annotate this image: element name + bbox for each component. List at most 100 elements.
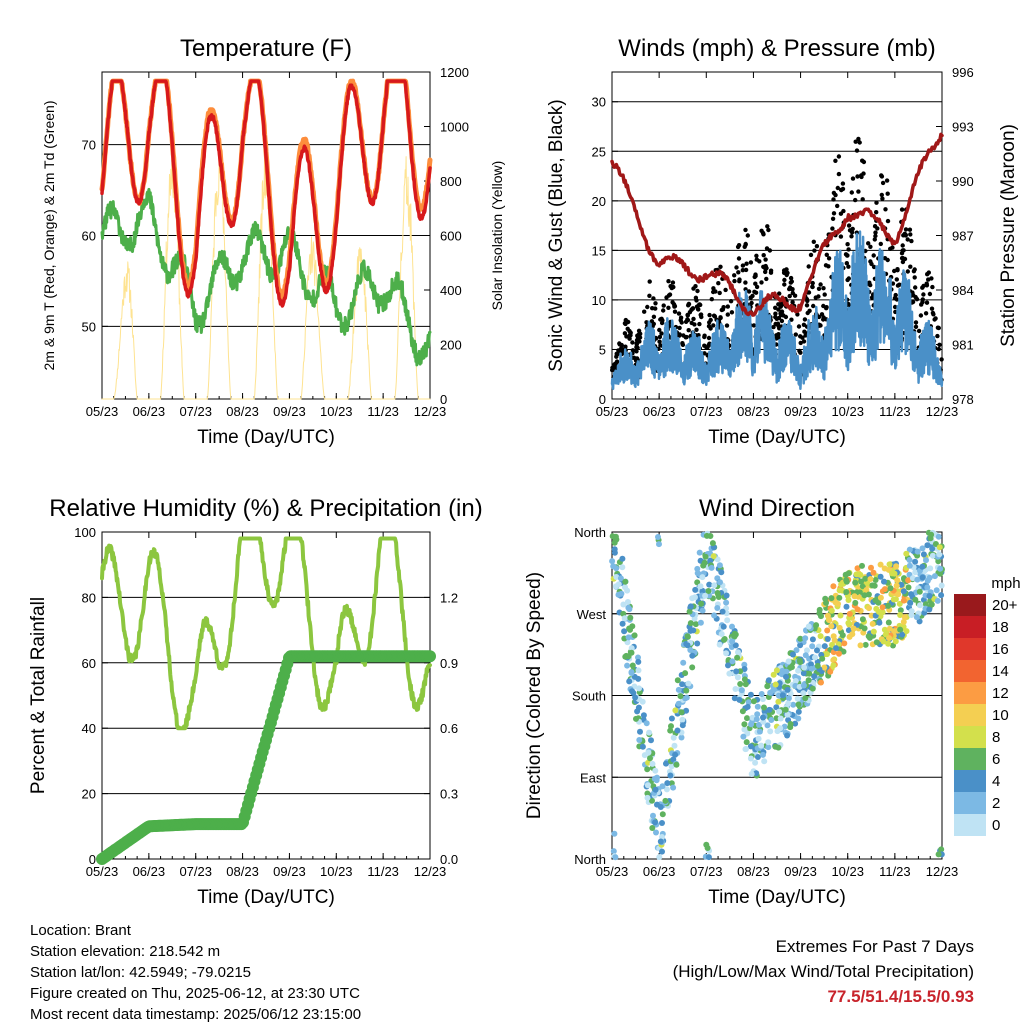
direction-point [678, 734, 685, 741]
gust-point [790, 300, 795, 305]
direction-point [613, 574, 620, 580]
gust-point [913, 324, 919, 329]
direction-point [835, 600, 841, 607]
y-tick-label: 60 [82, 656, 96, 671]
gust-point [743, 280, 748, 285]
direction-point [857, 642, 864, 649]
direction-point [868, 564, 874, 571]
y-tick-label: 80 [82, 590, 96, 605]
x-tick-label: 07/23 [179, 864, 212, 879]
colorbar-swatch [954, 814, 986, 836]
gust-point [900, 248, 905, 253]
direction-point [873, 639, 880, 646]
x-axis-label: Time (Day/UTC) [708, 887, 846, 908]
direction-point [611, 539, 618, 546]
direction-point [817, 633, 824, 640]
direction-point [862, 575, 869, 582]
y2-tick-label: 993 [952, 120, 974, 135]
direction-point [928, 601, 935, 608]
gust-point [694, 298, 699, 303]
direction-point [893, 582, 900, 589]
direction-point [629, 623, 636, 630]
gust-point [884, 178, 890, 183]
gust-point [921, 292, 926, 297]
direction-point [938, 582, 945, 589]
gust-point [716, 281, 721, 286]
gust-point [824, 252, 829, 257]
direction-point [914, 548, 921, 555]
direction-point [672, 751, 679, 758]
precip-points [96, 650, 436, 865]
gust-point [936, 346, 941, 352]
direction-point [768, 717, 775, 723]
gust-point [692, 322, 697, 327]
gust-point [818, 282, 823, 287]
y-tick-label: 0 [89, 852, 96, 867]
gust-point [645, 304, 650, 310]
direction-point [881, 586, 888, 593]
gust-point [790, 287, 795, 292]
direction-point [793, 647, 800, 654]
gust-point [905, 269, 910, 274]
gust-point [855, 174, 860, 179]
y-tick-label: 100 [74, 525, 96, 540]
direction-point [656, 541, 662, 548]
direction-point [885, 619, 892, 626]
direction-point [938, 592, 945, 599]
direction-point [732, 642, 739, 649]
gust-point [718, 264, 723, 269]
y2-tick-label: 600 [440, 229, 462, 244]
gust-point [635, 345, 640, 350]
direction-point [764, 683, 771, 690]
direction-point [814, 647, 820, 654]
direction-point [906, 562, 913, 569]
plot-frame [101, 531, 431, 860]
gust-point [754, 253, 759, 258]
gust-point [752, 274, 757, 280]
direction-point [657, 838, 664, 845]
gust-point [831, 197, 836, 202]
direction-point [709, 540, 716, 547]
colorbar-label: 10 [992, 707, 1009, 724]
direction-point [813, 622, 820, 629]
direction-point [650, 812, 656, 819]
gust-point [903, 232, 908, 238]
colorbar-swatch [954, 792, 986, 814]
direction-point [747, 755, 754, 762]
y-tick-label: 30 [592, 95, 606, 110]
direction-point [903, 628, 910, 635]
gust-point [840, 181, 846, 186]
direction-point [744, 715, 750, 722]
direction-point [906, 557, 913, 563]
winds-panel: 05/23 06/23 07/23 08/23 09/23 10/23 11/23 12/23… [546, 35, 1019, 448]
gust-point [612, 362, 618, 367]
gust-point [879, 174, 885, 179]
direction-point [787, 664, 794, 671]
direction-point [635, 704, 642, 711]
direction-point [743, 739, 750, 746]
direction-point [683, 707, 690, 714]
direction-point [773, 667, 780, 674]
direction-point [923, 557, 929, 564]
gust-point [636, 328, 642, 333]
gust-point [792, 293, 798, 298]
data-timestamp: Most recent data timestamp: 2025/06/12 2… [30, 1006, 362, 1023]
direction-point [861, 625, 868, 632]
gust-point [912, 267, 917, 272]
gust-point [650, 306, 655, 311]
colorbar-swatch [954, 616, 986, 638]
gust-point [784, 271, 789, 276]
direction-point [796, 657, 803, 664]
direction-point [781, 723, 788, 730]
direction-point [881, 626, 888, 633]
gust-point [795, 312, 800, 317]
direction-point [912, 569, 919, 576]
direction-point [619, 620, 626, 627]
gust-point [736, 256, 742, 261]
gust-point [838, 211, 844, 216]
direction-point [750, 698, 757, 705]
direction-point [785, 700, 792, 707]
y2-tick-label: 996 [952, 65, 974, 80]
direction-point [790, 651, 796, 658]
direction-point [649, 797, 655, 804]
